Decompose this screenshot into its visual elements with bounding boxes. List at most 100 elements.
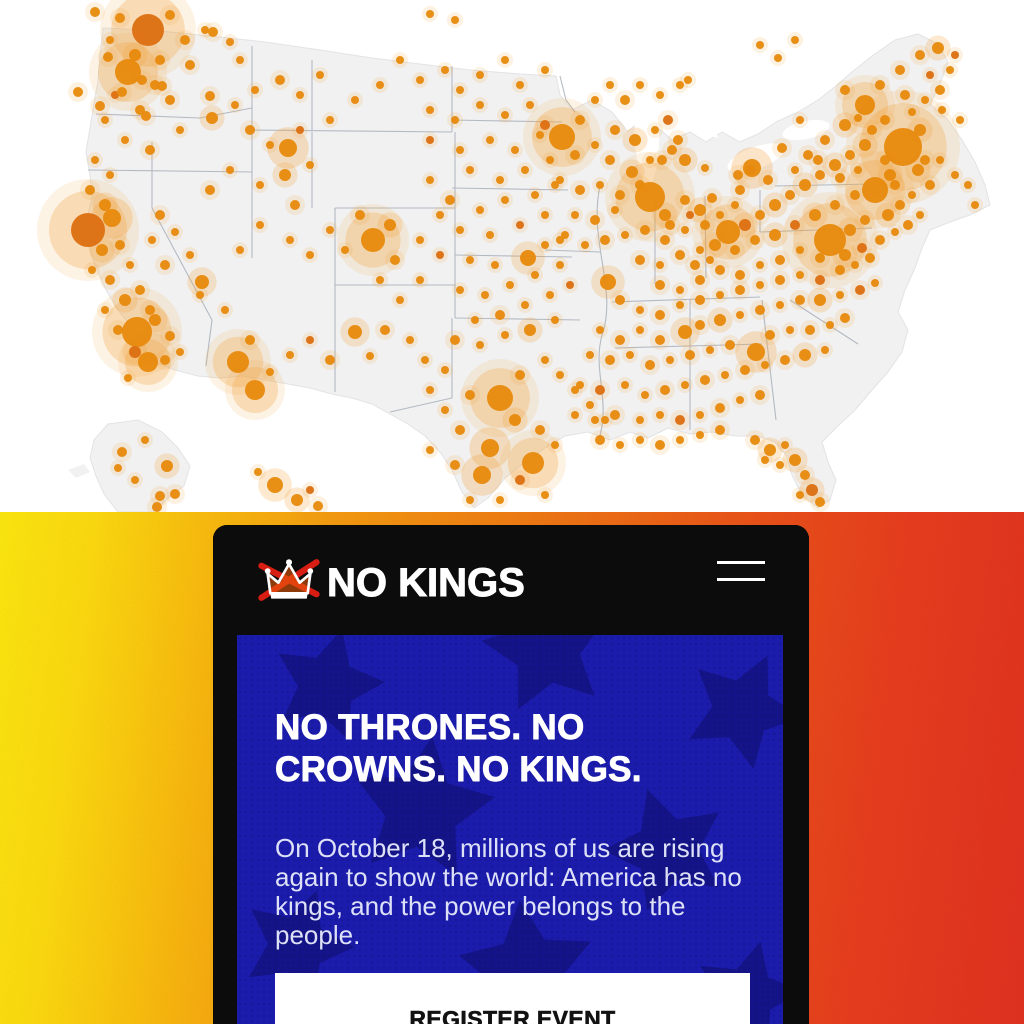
event-dot [610,125,620,135]
event-dot [790,220,800,230]
event-dot [326,226,334,234]
event-dot [813,155,823,165]
event-dot [161,460,173,472]
event-dot [920,155,930,165]
event-dot [376,276,384,284]
register-event-button[interactable]: REGISTER EVENT [275,973,750,1024]
event-dot [844,224,856,236]
event-dot [635,182,665,212]
event-dot [820,135,830,145]
event-dot [245,125,255,135]
event-dot [716,291,724,299]
event-dot [733,170,743,180]
event-dot [700,220,710,230]
event-dot [396,296,404,304]
event-dot [605,355,615,365]
event-dot [306,336,314,344]
event-dot [596,326,604,334]
event-dot [860,215,870,225]
event-dot [695,295,705,305]
event-dot [921,96,929,104]
us-events-map [37,0,991,512]
event-dot [549,124,575,150]
event-dot [586,351,594,359]
event-dot [266,141,274,149]
event-dot [765,330,775,340]
event-dot [101,116,109,124]
event-dot [796,116,804,124]
event-dot [99,199,111,211]
event-dot [426,106,434,114]
event-dot [747,343,765,361]
event-dot [165,95,175,105]
event-dot [715,425,725,435]
event-dot [678,325,692,339]
event-dot [971,201,979,209]
event-dot [231,101,239,109]
event-dot [501,56,509,64]
event-dot [226,166,234,174]
event-dot [541,66,549,74]
no-kings-logo[interactable] [257,551,321,609]
event-dot [895,200,905,210]
event-dot [535,425,545,435]
event-dot [551,181,559,189]
event-dot [764,444,776,456]
event-dot [114,464,122,472]
event-dot [925,180,935,190]
event-dot [721,371,729,379]
event-dot [170,489,180,499]
event-dot [279,169,291,181]
event-dot [685,350,695,360]
event-dot [775,255,785,265]
event-dot [641,391,649,399]
event-dot [286,351,294,359]
event-dot [795,295,805,305]
event-dot [706,256,714,264]
event-dot [696,411,704,419]
event-dot [306,251,314,259]
event-dot [436,211,444,219]
event-dot [157,81,167,91]
event-dot [384,219,396,231]
event-dot [656,411,664,419]
event-dot [915,50,925,60]
event-dot [839,119,851,131]
event-dot [119,294,131,306]
event-dot [165,331,175,341]
event-dot [96,244,108,256]
event-dot [615,335,625,345]
event-dot [195,275,209,289]
event-dot [908,108,916,116]
event-dot [673,135,683,145]
event-dot [676,301,684,309]
event-dot [799,349,811,361]
event-dot [855,285,865,295]
event-dot [696,431,704,439]
event-dot [426,386,434,394]
event-dot [956,116,964,124]
event-dot [366,352,374,360]
event-dot [361,228,385,252]
event-dot [135,285,145,295]
event-dot [351,96,359,104]
event-dot [117,447,127,457]
event-dot [245,380,265,400]
event-dot [681,226,689,234]
event-dot [531,191,539,199]
event-dot [763,175,773,185]
event-dot [556,261,564,269]
hamburger-menu-icon[interactable] [717,561,765,583]
hamburger-bar [717,561,765,564]
event-dot [586,401,594,409]
event-dot [859,139,871,151]
event-dot [160,260,170,270]
event-dot [660,235,670,245]
event-dot [814,294,826,306]
event-dot [701,164,709,172]
event-dot [155,55,165,65]
event-dot [679,154,691,166]
event-dot [441,406,449,414]
event-dot [145,305,155,315]
event-dot [743,159,761,177]
